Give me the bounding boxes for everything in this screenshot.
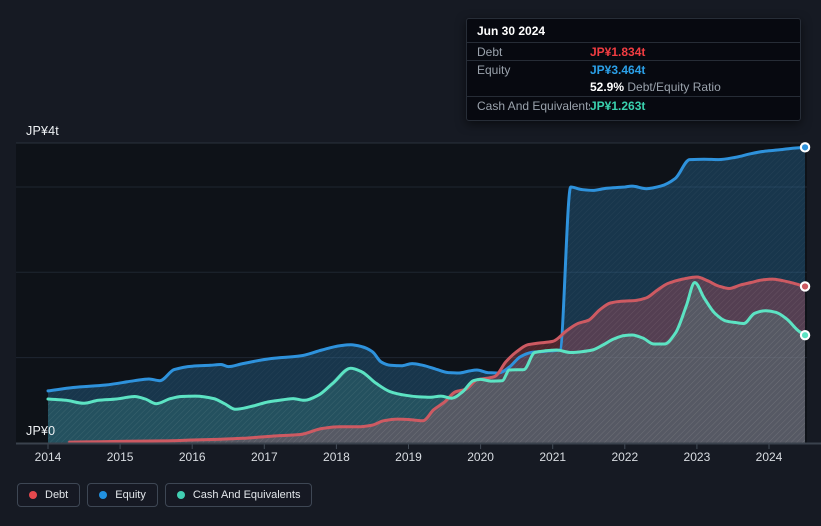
y-axis-zero-label: JP¥0 [26,424,56,438]
x-axis-year-label: 2014 [35,450,62,464]
x-axis-year-label: 2020 [467,450,494,464]
y-axis-max-label: JP¥4t [26,124,59,138]
line-equity [46,145,807,393]
legend-item-cash[interactable]: Cash And Equivalents [164,483,313,507]
tooltip-date: Jun 30 2024 [467,19,800,43]
tooltip-debt-value: JP¥1.834t [590,44,646,59]
chart-tooltip: Jun 30 2024 Debt JP¥1.834t Equity JP¥3.4… [466,18,801,121]
x-axis-year-label: 2021 [539,450,566,464]
tooltip-debt-label: Debt [477,44,503,59]
tooltip-debt-equity-ratio: 52.9% Debt/Equity Ratio [590,80,721,94]
line-cash-and-equivalents [46,281,807,411]
cash-series-dot-icon [176,491,185,499]
x-axis-year-label: 2017 [251,450,278,464]
tooltip-equity-value: JP¥3.464t [590,62,646,77]
x-axis-year-label: 2024 [756,450,783,464]
equity-series-dot-icon [99,491,108,499]
tooltip-cash-label: Cash And Equivalents [477,99,590,113]
x-axis-year-label: 2016 [179,450,206,464]
legend-item-debt[interactable]: Debt [17,483,81,507]
x-axis-year-label: 2023 [684,450,711,464]
line-debt [68,275,807,444]
x-axis-year-label: 2022 [611,450,638,464]
tooltip-equity-label: Equity [477,62,511,77]
x-axis-year-label: 2018 [323,450,350,464]
x-axis-year-label: 2015 [107,450,134,464]
legend-item-equity[interactable]: Equity [87,483,158,507]
chart-legend: Debt Equity Cash And Equivalents [17,483,313,507]
x-axis-year-label: 2019 [395,450,422,464]
tooltip-cash-value: JP¥1.263t [590,99,646,113]
debt-series-dot-icon [29,491,37,499]
